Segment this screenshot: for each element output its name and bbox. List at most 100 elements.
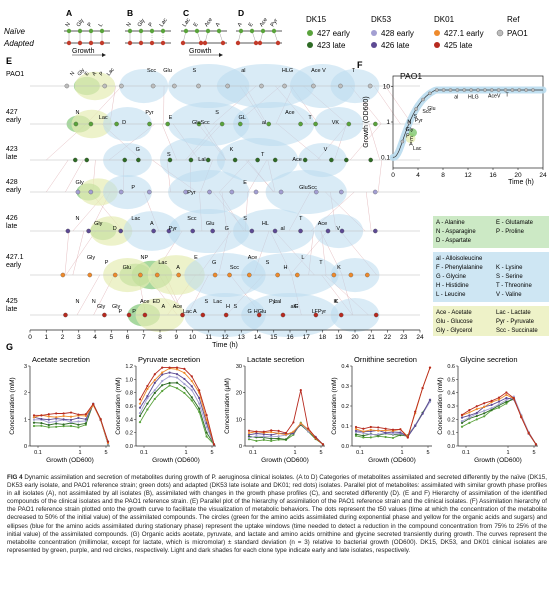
abcd-metabolite-label: N xyxy=(126,21,133,28)
g-series-point xyxy=(475,414,478,418)
g-series-point xyxy=(377,426,380,429)
t50-dot xyxy=(339,189,344,195)
metabolite-label: Ace xyxy=(292,157,301,163)
g-y-tick-label: 1.0 xyxy=(125,377,133,383)
legend-yellow-entry: Lac - Lactate xyxy=(496,310,531,316)
metabolite-label: Gly xyxy=(87,255,96,261)
hierarchy-link xyxy=(385,85,413,125)
time-tick-label: 6 xyxy=(126,334,130,341)
g-series-point xyxy=(428,366,432,369)
g-series-point xyxy=(92,402,95,406)
legend-green-entry: A - Alanine xyxy=(436,220,465,226)
growth-label: Growth xyxy=(189,48,212,55)
metabolite-label: Lac xyxy=(158,260,167,266)
t50-dot xyxy=(73,121,79,127)
metabolite-label: N xyxy=(76,216,80,222)
g-series-point xyxy=(468,421,471,424)
abcd-metabolite-label: Lac xyxy=(159,17,169,28)
f-annotation: Glu xyxy=(427,106,435,112)
g-y-tick-label: 1.2 xyxy=(125,364,133,370)
g-series-point xyxy=(421,412,424,415)
panel-label-a: A xyxy=(66,8,72,18)
time-tick-label: 14 xyxy=(254,334,262,341)
metabolite-label: Ace xyxy=(173,304,182,310)
g-series-point xyxy=(175,373,179,376)
g-y-tick-label: 0.3 xyxy=(447,404,455,410)
g-series-point xyxy=(384,427,387,430)
g-series-point xyxy=(146,408,149,411)
legend-dk15: DK15 xyxy=(306,15,327,24)
g-series-point xyxy=(77,426,80,429)
g-series-point xyxy=(270,433,273,437)
g-series-point xyxy=(247,436,251,440)
metabolite-label: N xyxy=(76,299,80,305)
metabolite-label: S xyxy=(167,152,171,158)
t50-dot xyxy=(88,121,94,127)
metabolite-label: Gly xyxy=(76,180,85,186)
t50-dot xyxy=(138,272,143,278)
f-t50-dot xyxy=(517,88,522,92)
time-tick-label: 13 xyxy=(238,334,246,341)
g-series-point xyxy=(399,434,402,437)
g-series-point xyxy=(183,386,186,389)
g-series-point xyxy=(270,429,273,432)
g-series-point xyxy=(168,366,171,369)
t50-dot xyxy=(373,312,379,318)
t50-dot xyxy=(331,272,337,278)
t50-dot xyxy=(311,83,316,89)
legend-426-late: 426 late xyxy=(381,41,410,50)
g-y-tick-label: 0.4 xyxy=(341,364,349,370)
g-y-tick-label: 3 xyxy=(24,364,27,370)
metabolite-label: Lal xyxy=(198,157,205,163)
g-series-point xyxy=(460,416,464,419)
g-x-title: Growth (OD600) xyxy=(152,457,200,464)
naive-dot xyxy=(216,28,222,34)
g-x-tick-label: 0.1 xyxy=(34,450,42,456)
g-series-point xyxy=(69,424,73,428)
g-chart-title: Glycine secretion xyxy=(460,355,518,364)
abcd-metabolite-label: Gly xyxy=(137,18,147,28)
metabolite-label: H xyxy=(284,265,288,271)
f-annotation: T xyxy=(506,93,510,99)
f-t50-dot xyxy=(483,88,487,92)
f-annotation: E xyxy=(410,137,414,143)
f-annotation: HLG xyxy=(468,95,479,101)
t50-dot xyxy=(249,228,255,234)
g-series-point xyxy=(520,416,523,419)
metabolite-label: D xyxy=(113,226,117,232)
metabolite-label: VK xyxy=(332,120,340,126)
g-y-tick-label: 0.0 xyxy=(447,444,455,450)
g-series-point xyxy=(399,431,402,434)
g-series-point xyxy=(292,430,295,433)
g-series-point xyxy=(55,412,58,415)
g-x-tick-label: 0.1 xyxy=(462,450,470,456)
g-series-point xyxy=(55,425,58,428)
g-x-tick-label: 0.1 xyxy=(140,450,148,456)
metabolite-label: alF xyxy=(291,304,299,310)
g-series-point xyxy=(183,371,186,375)
g-series-point xyxy=(69,411,73,414)
f-x-tick-label: 12 xyxy=(464,172,472,179)
metabolite-label: D xyxy=(122,120,126,126)
metabolite-label: A xyxy=(162,304,166,310)
g-series-point xyxy=(146,384,149,388)
g-series-point xyxy=(247,431,251,435)
f-annotation: A xyxy=(409,141,413,147)
t50-dot xyxy=(295,272,300,278)
metabolite-label: Ace V xyxy=(311,68,326,74)
growth-label: Growth xyxy=(72,48,95,55)
t50-dot xyxy=(338,312,344,318)
g-series-point xyxy=(32,421,36,424)
time-tick-label: 0 xyxy=(28,334,32,341)
legend-dk53: DK53 xyxy=(371,15,392,24)
time-tick-label: 7 xyxy=(142,334,146,341)
g-series-point xyxy=(146,402,149,405)
adapted-dot xyxy=(220,40,226,46)
legend-blue-entry: L - Leucine xyxy=(436,292,466,298)
g-series-point xyxy=(354,429,358,432)
t50-dot xyxy=(102,83,108,89)
g-series-line xyxy=(355,367,431,439)
g-y-tick-label: 0.3 xyxy=(341,384,349,390)
hierarchy-link xyxy=(377,159,382,193)
metabolite-label: Ace xyxy=(140,299,149,305)
